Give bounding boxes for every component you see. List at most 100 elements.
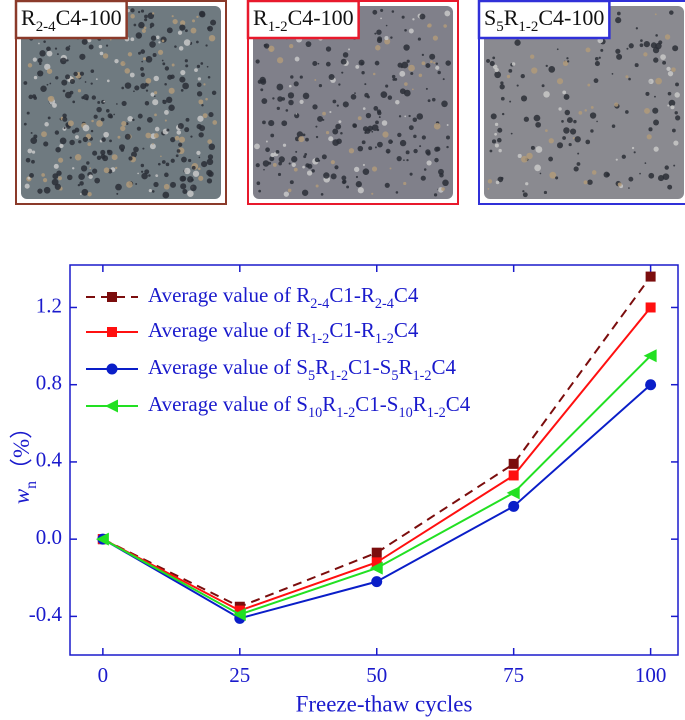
photo-label: R1-2C4-100 (253, 5, 354, 35)
aggregate-speck (152, 99, 159, 106)
aggregate-speck (421, 135, 426, 140)
aggregate-speck (162, 62, 166, 66)
aggregate-speck (154, 113, 157, 117)
aggregate-speck (202, 113, 208, 119)
x-tick-label: 0 (98, 663, 109, 687)
aggregate-speck (88, 174, 93, 179)
aggregate-speck (375, 120, 379, 125)
aggregate-speck (187, 176, 194, 183)
aggregate-speck (384, 38, 391, 45)
aggregate-speck (103, 131, 109, 138)
aggregate-speck (140, 163, 145, 168)
aggregate-speck (664, 34, 671, 40)
photo (253, 6, 453, 199)
aggregate-speck (404, 115, 407, 118)
aggregate-speck (111, 154, 118, 161)
aggregate-speck (53, 163, 59, 169)
data-point (371, 576, 383, 588)
aggregate-speck (362, 126, 369, 132)
aggregate-speck (530, 54, 535, 59)
text-part: C4-100 (538, 5, 604, 30)
data-point (645, 379, 657, 391)
aggregate-speck (175, 154, 179, 158)
aggregate-speck (435, 62, 439, 65)
aggregate-speck (425, 63, 431, 69)
aggregate-speck (305, 137, 309, 142)
aggregate-speck (329, 110, 332, 114)
aggregate-speck (643, 40, 650, 48)
aggregate-speck (293, 81, 299, 87)
aggregate-speck (128, 156, 133, 161)
aggregate-speck (662, 60, 667, 65)
aggregate-speck (47, 116, 51, 120)
aggregate-speck (94, 177, 101, 184)
aggregate-speck (494, 132, 497, 136)
aggregate-speck (568, 142, 572, 147)
aggregate-speck (299, 99, 304, 104)
aggregate-speck (404, 82, 408, 86)
aggregate-speck (332, 99, 337, 104)
aggregate-speck (205, 97, 208, 101)
aggregate-speck (425, 87, 428, 90)
aggregate-speck (426, 160, 432, 166)
x-axis-label: Freeze-thaw cycles (296, 691, 473, 716)
aggregate-speck (164, 110, 169, 115)
aggregate-speck (82, 94, 89, 101)
text-part: R (322, 392, 336, 416)
aggregate-speck (648, 127, 653, 132)
text-part: Average value of R (148, 283, 310, 307)
aggregate-speck (43, 141, 49, 147)
aggregate-speck (594, 56, 599, 61)
aggregate-speck (140, 83, 147, 90)
aggregate-speck (210, 19, 217, 26)
aggregate-speck (534, 164, 541, 172)
aggregate-speck (138, 21, 145, 29)
aggregate-speck (340, 58, 347, 65)
aggregate-speck (135, 182, 138, 185)
aggregate-speck (150, 92, 155, 97)
aggregate-speck (25, 157, 31, 163)
aggregate-speck (385, 84, 389, 88)
aggregate-speck (121, 86, 124, 90)
text-part: C4-100 (56, 5, 122, 30)
aggregate-speck (54, 130, 60, 135)
aggregate-speck (151, 190, 155, 193)
aggregate-speck (494, 67, 499, 73)
aggregate-speck (615, 48, 621, 54)
aggregate-speck (590, 105, 594, 109)
aggregate-speck (287, 92, 295, 99)
legend-label: Average value of S10R1-2C1-S10R1-2C4 (148, 392, 471, 421)
aggregate-speck (140, 49, 146, 54)
aggregate-speck (196, 91, 203, 97)
aggregate-speck (185, 64, 189, 68)
aggregate-speck (362, 168, 370, 175)
aggregate-speck (130, 151, 137, 158)
aggregate-speck (58, 157, 64, 163)
aggregate-speck (494, 143, 499, 148)
aggregate-speck (149, 22, 155, 28)
aggregate-speck (179, 24, 186, 31)
aggregate-speck (384, 182, 390, 188)
aggregate-speck (30, 131, 33, 134)
aggregate-speck (397, 132, 402, 138)
aggregate-speck (278, 161, 282, 166)
aggregate-speck (377, 110, 382, 116)
data-point (234, 605, 245, 616)
aggregate-speck (556, 48, 559, 51)
aggregate-speck (276, 106, 280, 110)
aggregate-speck (548, 138, 554, 144)
aggregate-speck (305, 41, 312, 48)
aggregate-speck (500, 81, 504, 85)
aggregate-speck (149, 143, 156, 150)
aggregate-speck (374, 32, 377, 35)
data-point (508, 458, 519, 469)
aggregate-speck (500, 96, 505, 101)
aggregate-speck (372, 72, 376, 76)
aggregate-speck (152, 143, 154, 145)
aggregate-speck (667, 91, 672, 96)
text-part: 1-2 (329, 368, 348, 384)
aggregate-speck (306, 170, 313, 176)
text-part: C1-R (329, 318, 375, 342)
aggregate-speck (258, 189, 262, 193)
aggregate-speck (548, 156, 554, 162)
